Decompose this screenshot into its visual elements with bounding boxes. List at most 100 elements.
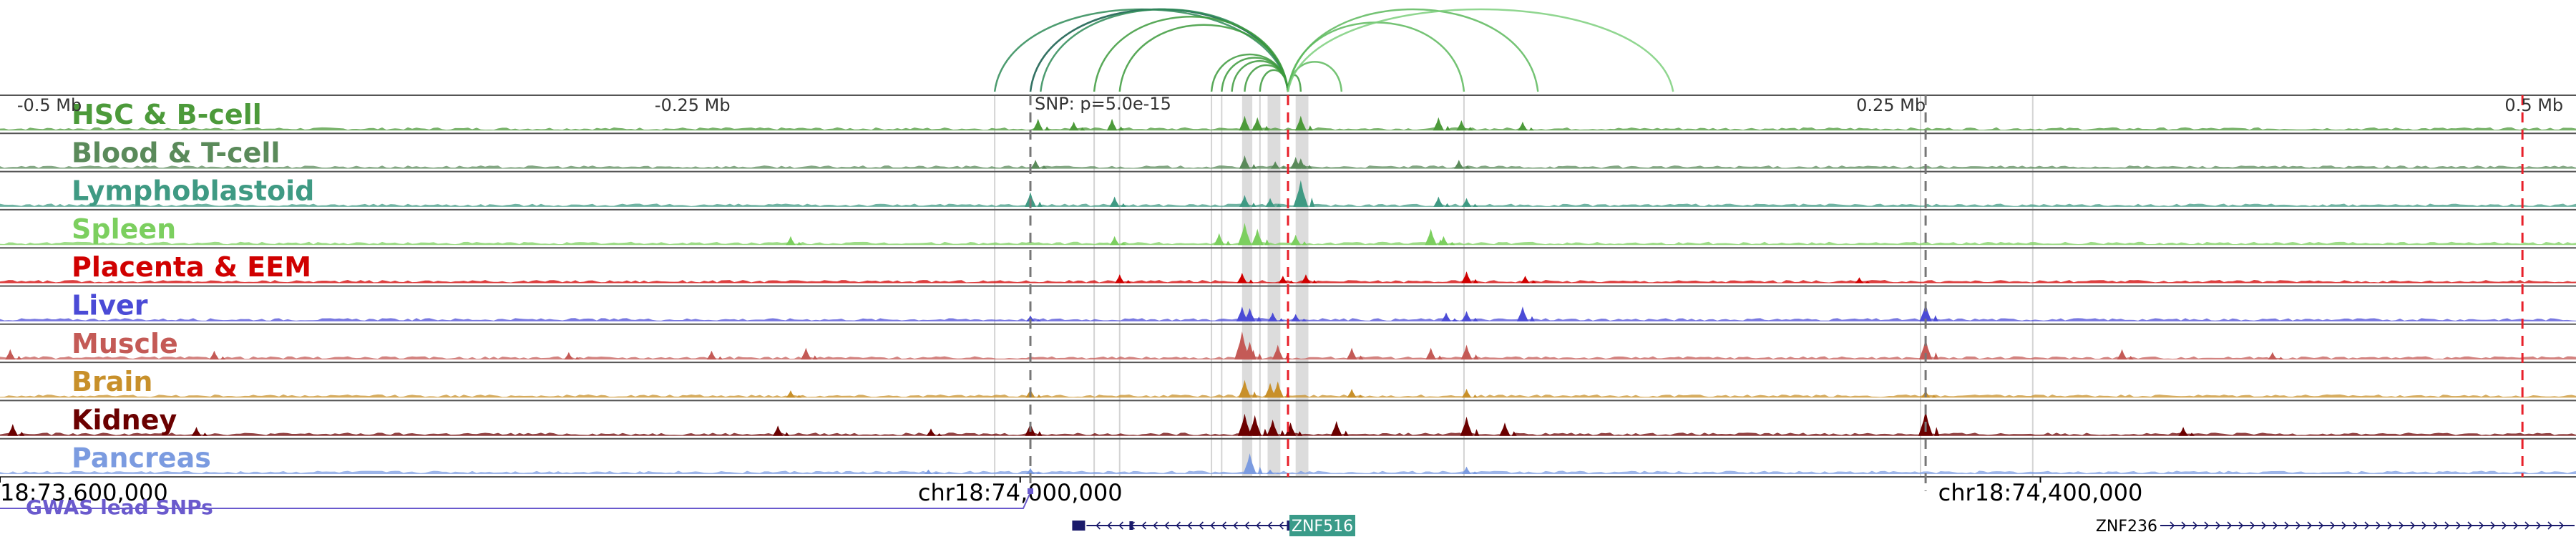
signal-baseline [0, 318, 2576, 321]
signal-peak [1346, 347, 1357, 360]
signal-peak [924, 469, 933, 474]
strand-chevron [2490, 521, 2496, 530]
signal-peak [1297, 431, 1303, 436]
signal-peak [1291, 314, 1301, 321]
signal-peak [1290, 234, 1301, 246]
strand-chevron [1221, 521, 1226, 530]
signal-peak [1106, 118, 1118, 131]
interaction-arc [1287, 8, 1539, 92]
signal-peak [1236, 273, 1247, 284]
track-label: Brain [72, 366, 152, 397]
strand-chevron [2456, 521, 2462, 530]
gene-label: ZNF516 [1292, 518, 1353, 536]
signal-peak [1474, 429, 1480, 436]
signal-peak [1264, 382, 1277, 398]
signal-baseline [0, 165, 2576, 169]
signal-peak [1239, 195, 1250, 207]
signal-peak [937, 433, 942, 436]
signal-peak [1855, 277, 1864, 284]
strand-chevron [2170, 521, 2175, 530]
signal-peak [1281, 165, 1287, 169]
signal-baseline [0, 280, 2576, 284]
signal-peak [1518, 121, 1528, 131]
signal-peak [1121, 203, 1126, 207]
signal-peak [1257, 316, 1262, 321]
strand-chevron [2536, 521, 2542, 530]
signal-peak [1343, 430, 1349, 436]
signal-peak [1425, 228, 1437, 246]
interaction-arc [1118, 24, 1289, 92]
strand-chevron [2330, 521, 2336, 530]
signal-peak [1226, 241, 1231, 246]
signal-peak [2278, 357, 2284, 360]
signal-peak [773, 425, 784, 436]
strand-chevron [2444, 521, 2450, 530]
signal-peak [1257, 353, 1263, 360]
signal-peak [1118, 126, 1124, 131]
signal-peak [1302, 241, 1307, 246]
strand-chevron [1256, 521, 1261, 530]
signal-peak [1460, 416, 1473, 436]
signal-peak [796, 395, 802, 398]
track-label: Placenta & EEM [72, 251, 311, 283]
signal-peak [1248, 415, 1262, 436]
coordinate-label: chr18:74,400,000 [1938, 479, 2143, 506]
strand-chevron [2215, 521, 2221, 530]
signal-peak [1347, 389, 1357, 398]
signal-peak [1461, 198, 1472, 207]
track-label: Spleen [72, 213, 176, 245]
strand-chevron [1107, 521, 1112, 530]
signal-peak [1236, 306, 1248, 321]
signal-peak [1531, 280, 1536, 284]
signal-peak [1309, 197, 1315, 207]
signal-peak [1025, 315, 1035, 321]
strand-chevron [2353, 521, 2358, 530]
signal-peak [1279, 318, 1284, 321]
track-label: Kidney [72, 404, 177, 435]
signal-peak [1244, 308, 1256, 321]
strand-chevron [2227, 521, 2233, 530]
signal-peak [1433, 117, 1444, 131]
signal-peak [1450, 241, 1455, 246]
interaction-arc [1287, 21, 1465, 92]
signal-peak [1243, 342, 1257, 360]
signal-peak [2128, 356, 2134, 360]
signal-peak [2178, 427, 2188, 436]
signal-peak [1293, 180, 1309, 207]
strand-chevron [2513, 521, 2519, 530]
signal-peak [1284, 422, 1297, 436]
gene-exon [1129, 521, 1133, 530]
signal-peak [1461, 389, 1472, 398]
strand-chevron [1096, 521, 1101, 530]
signal-peak [1234, 331, 1250, 360]
signal-peak [1499, 422, 1511, 436]
coordinate-label: 18:73,600,000 [0, 479, 168, 506]
signal-peak [1239, 115, 1251, 131]
signal-peak [1279, 430, 1285, 436]
signal-peak [1264, 239, 1270, 246]
signal-peak [1473, 471, 1478, 474]
signal-peak [5, 349, 16, 360]
signal-peak [209, 350, 220, 360]
track-label: Pancreas [72, 442, 211, 474]
signal-peak [1468, 127, 1473, 131]
signal-peak [800, 347, 811, 360]
strand-chevron [2238, 521, 2244, 530]
strand-chevron [1141, 521, 1146, 530]
interaction-arc [1040, 8, 1289, 92]
strand-chevron [1233, 521, 1238, 530]
signal-peak [1307, 165, 1312, 169]
signal-peak [1252, 391, 1258, 398]
strand-chevron [2502, 521, 2507, 530]
signal-baseline [0, 356, 2576, 360]
scale-label: 0.25 Mb [1856, 95, 1926, 115]
signal-peak [784, 432, 790, 436]
interaction-arc [1259, 69, 1289, 92]
strand-chevron [1153, 521, 1158, 530]
signal-peak [1080, 127, 1085, 131]
strand-chevron [2433, 521, 2439, 530]
gene-exon [1072, 521, 1085, 531]
signal-peak [2268, 352, 2278, 360]
signal-peak [1302, 319, 1307, 321]
